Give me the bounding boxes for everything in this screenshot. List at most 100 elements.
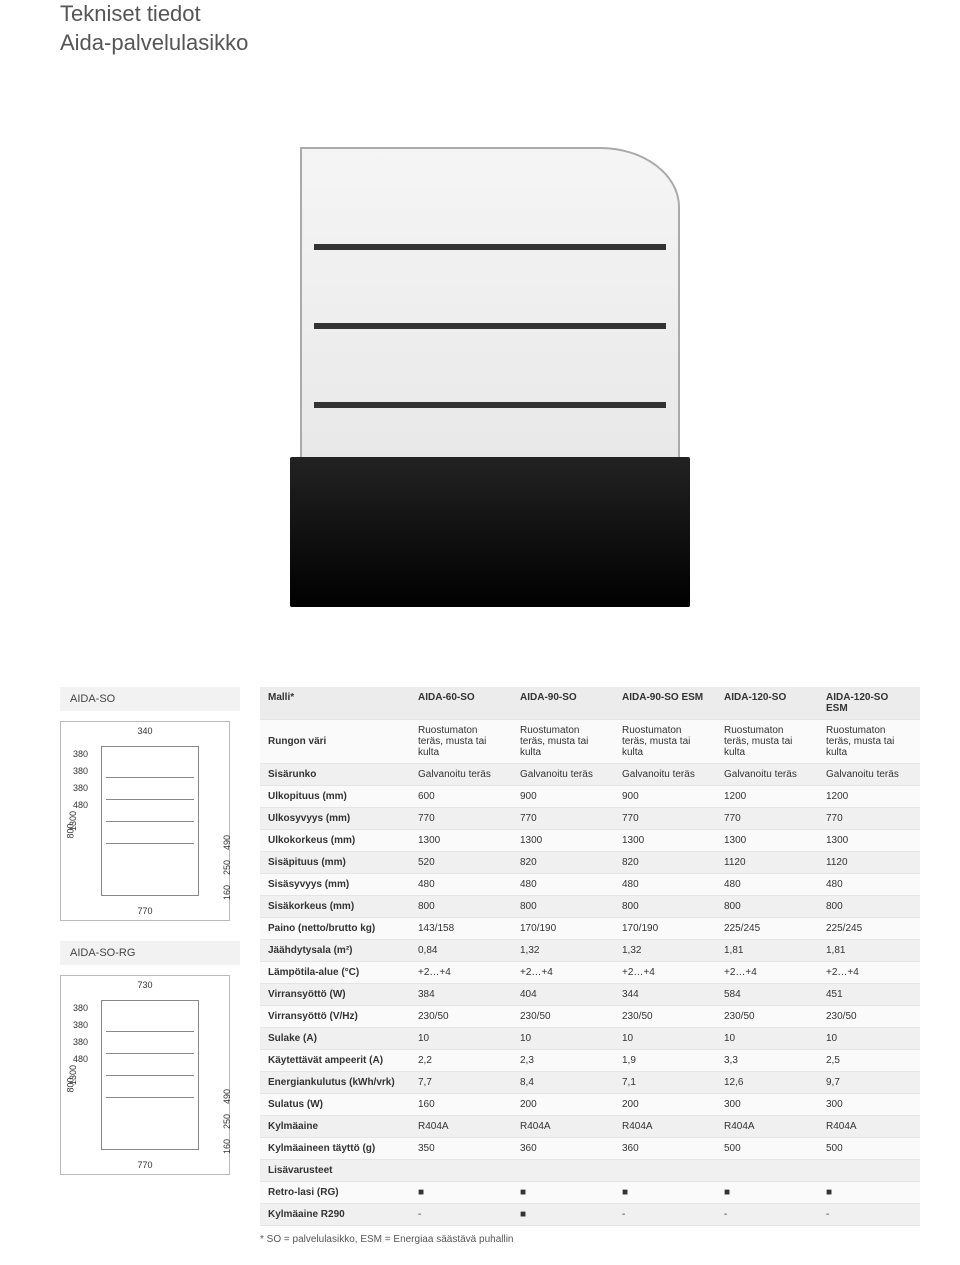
table-cell: Kylmäaineen täyttö (g)	[260, 1138, 410, 1160]
table-cell: R404A	[716, 1116, 818, 1138]
table-cell: R404A	[818, 1116, 920, 1138]
table-cell: Rungon väri	[260, 720, 410, 764]
table-cell: 900	[614, 786, 716, 808]
table-cell: 480	[614, 874, 716, 896]
table-cell: R404A	[410, 1116, 512, 1138]
table-cell: 770	[716, 808, 818, 830]
table-cell: 800	[716, 896, 818, 918]
table-cell: 3,3	[716, 1050, 818, 1072]
table-cell: Käytettävät ampeerit (A)	[260, 1050, 410, 1072]
table-cell: Ruostumaton teräs, musta tai kulta	[716, 720, 818, 764]
table-row: Käytettävät ampeerit (A)2,22,31,93,32,5	[260, 1050, 920, 1072]
table-cell: Ruostumaton teräs, musta tai kulta	[614, 720, 716, 764]
table-row: Paino (netto/brutto kg)143/158170/190170…	[260, 918, 920, 940]
table-cell: ■	[512, 1182, 614, 1204]
table-cell: 10	[614, 1028, 716, 1050]
table-row: Kylmäaineen täyttö (g)350360360500500	[260, 1138, 920, 1160]
table-cell: 143/158	[410, 918, 512, 940]
table-cell: 9,7	[818, 1072, 920, 1094]
table-cell: ■	[512, 1204, 614, 1226]
table-cell: 360	[512, 1138, 614, 1160]
header-cell: AIDA-120-SO	[716, 687, 818, 720]
table-cell: Kylmäaine R290	[260, 1204, 410, 1226]
table-cell: 480	[410, 874, 512, 896]
header-cell: AIDA-90-SO ESM	[614, 687, 716, 720]
table-cell: 480	[512, 874, 614, 896]
table-cell: 384	[410, 984, 512, 1006]
table-cell: 900	[512, 786, 614, 808]
schematic-label-2: AIDA-SO-RG	[60, 941, 240, 965]
table-cell: Sisäpituus (mm)	[260, 852, 410, 874]
table-cell: 170/190	[614, 918, 716, 940]
table-cell: 404	[512, 984, 614, 1006]
table-cell: Galvanoitu teräs	[716, 764, 818, 786]
table-row: Sisäpituus (mm)52082082011201120	[260, 852, 920, 874]
header-cell: Malli*	[260, 687, 410, 720]
table-cell: Lisävarusteet	[260, 1160, 410, 1182]
table-cell: 2,3	[512, 1050, 614, 1072]
table-cell: 1300	[410, 830, 512, 852]
table-cell: Virransyöttö (W)	[260, 984, 410, 1006]
table-cell: Galvanoitu teräs	[818, 764, 920, 786]
table-cell	[512, 1160, 614, 1182]
table-cell: R404A	[512, 1116, 614, 1138]
table-row: Energiankulutus (kWh/vrk)7,78,47,112,69,…	[260, 1072, 920, 1094]
table-cell: 1120	[818, 852, 920, 874]
table-cell: Galvanoitu teräs	[512, 764, 614, 786]
table-row: Ulkosyvyys (mm)770770770770770	[260, 808, 920, 830]
table-cell: +2…+4	[818, 962, 920, 984]
table-cell: 820	[614, 852, 716, 874]
table-cell: ■	[818, 1182, 920, 1204]
title-line-1: Tekniset tiedot	[60, 0, 920, 29]
table-cell: 500	[716, 1138, 818, 1160]
spec-table: Malli* AIDA-60-SO AIDA-90-SO AIDA-90-SO …	[260, 687, 920, 1226]
table-cell: 360	[614, 1138, 716, 1160]
table-cell: Ruostumaton teräs, musta tai kulta	[818, 720, 920, 764]
table-cell: -	[410, 1204, 512, 1226]
table-cell: 800	[818, 896, 920, 918]
schematics-column: AIDA-SO 340 1300 800 380 380 380 480 160	[60, 687, 240, 1195]
table-cell: Ulkokorkeus (mm)	[260, 830, 410, 852]
table-row: Sulake (A)1010101010	[260, 1028, 920, 1050]
table-cell: 1,81	[818, 940, 920, 962]
table-cell: 1200	[818, 786, 920, 808]
table-cell: 350	[410, 1138, 512, 1160]
table-cell: Energiankulutus (kWh/vrk)	[260, 1072, 410, 1094]
table-cell: Sisäkorkeus (mm)	[260, 896, 410, 918]
table-cell: 1300	[818, 830, 920, 852]
table-cell: 820	[512, 852, 614, 874]
table-cell: 1,32	[512, 940, 614, 962]
table-cell: Sisärunko	[260, 764, 410, 786]
table-cell: 344	[614, 984, 716, 1006]
table-cell: 230/50	[512, 1006, 614, 1028]
table-cell: 800	[410, 896, 512, 918]
table-row: Rungon väri Ruostumaton teräs, musta tai …	[260, 720, 920, 764]
table-cell: 230/50	[818, 1006, 920, 1028]
table-cell: +2…+4	[512, 962, 614, 984]
table-row: Ulkopituus (mm)60090090012001200	[260, 786, 920, 808]
table-cell: +2…+4	[614, 962, 716, 984]
table-cell: 500	[818, 1138, 920, 1160]
table-cell: 300	[818, 1094, 920, 1116]
table-cell: 1200	[716, 786, 818, 808]
table-cell: 800	[614, 896, 716, 918]
table-cell: ■	[614, 1182, 716, 1204]
table-cell: Virransyöttö (V/Hz)	[260, 1006, 410, 1028]
page-title-block: Tekniset tiedot Aida-palvelulasikko	[60, 0, 920, 57]
table-cell: Retro-lasi (RG)	[260, 1182, 410, 1204]
table-cell: +2…+4	[410, 962, 512, 984]
table-cell: 160	[410, 1094, 512, 1116]
table-cell: -	[614, 1204, 716, 1226]
table-cell: 200	[512, 1094, 614, 1116]
table-row: SisärunkoGalvanoitu teräsGalvanoitu terä…	[260, 764, 920, 786]
table-cell: 1120	[716, 852, 818, 874]
table-cell: Ulkosyvyys (mm)	[260, 808, 410, 830]
table-cell: -	[818, 1204, 920, 1226]
table-cell: Ruostumaton teräs, musta tai kulta	[512, 720, 614, 764]
table-cell: 1,32	[614, 940, 716, 962]
table-cell: 480	[818, 874, 920, 896]
header-cell: AIDA-120-SO ESM	[818, 687, 920, 720]
table-cell: ■	[716, 1182, 818, 1204]
table-cell: 520	[410, 852, 512, 874]
table-cell: 770	[410, 808, 512, 830]
